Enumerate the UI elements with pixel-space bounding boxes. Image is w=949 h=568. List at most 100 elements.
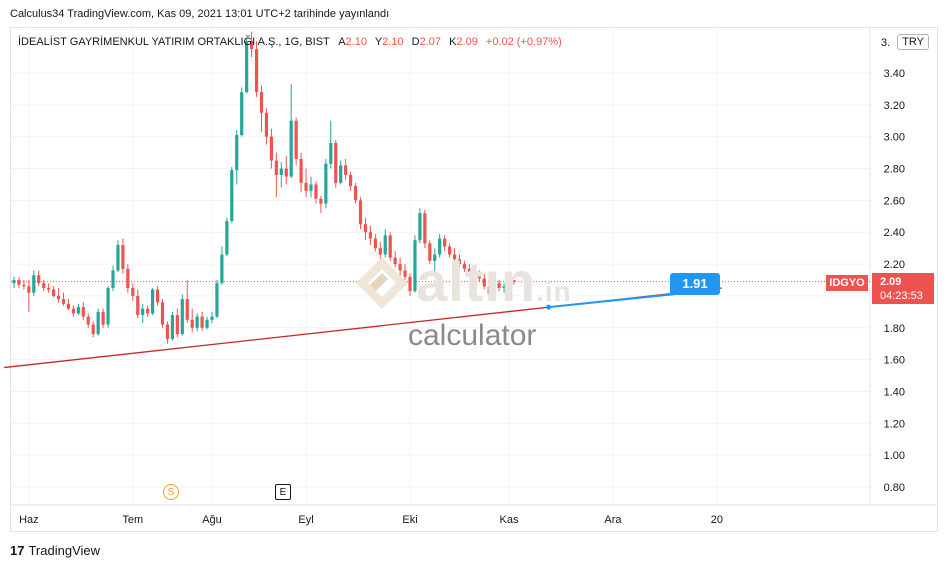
candle bbox=[175, 308, 179, 338]
candle bbox=[170, 311, 174, 341]
candle bbox=[230, 166, 234, 223]
candle-body bbox=[101, 311, 105, 325]
candle-body bbox=[353, 186, 358, 201]
legend-open-value: 2.10 bbox=[345, 36, 367, 48]
candle-body bbox=[269, 136, 273, 161]
candle-body bbox=[279, 168, 283, 175]
candle-body bbox=[497, 283, 501, 288]
candle bbox=[403, 264, 407, 280]
candle-body bbox=[42, 283, 46, 288]
candle bbox=[433, 248, 437, 273]
candle bbox=[443, 235, 447, 252]
candle bbox=[250, 31, 254, 58]
candle bbox=[136, 289, 140, 319]
candle-body bbox=[175, 315, 179, 335]
candle-body bbox=[22, 284, 26, 287]
candle-body bbox=[329, 143, 333, 164]
candle bbox=[86, 313, 90, 328]
tradingview-logo[interactable]: 17 TradingView bbox=[10, 543, 100, 558]
candle-body bbox=[428, 243, 432, 261]
x-tick-label: Kas bbox=[500, 514, 519, 526]
candle-body bbox=[487, 286, 491, 295]
candle-body bbox=[467, 268, 471, 273]
candle-body bbox=[151, 289, 155, 314]
candle bbox=[126, 264, 130, 293]
candle bbox=[418, 208, 422, 244]
candle-body bbox=[71, 308, 75, 314]
candle-body bbox=[91, 324, 95, 335]
earnings-event-icon[interactable]: E bbox=[275, 484, 291, 500]
candle-body bbox=[259, 92, 264, 113]
published-caption: Calculus34 TradingView.com, Kas 09, 2021… bbox=[10, 8, 390, 20]
candle bbox=[383, 229, 387, 258]
currency-badge[interactable]: TRY bbox=[897, 34, 929, 50]
candle bbox=[42, 280, 46, 292]
candle bbox=[240, 87, 244, 137]
candle-body bbox=[383, 235, 387, 255]
x-tick-label: Ağu bbox=[202, 514, 222, 526]
tradingview-logo-icon: 17 bbox=[10, 543, 25, 558]
candle-body bbox=[190, 319, 194, 328]
candle-body bbox=[165, 324, 170, 339]
last-price: 2.09 bbox=[880, 276, 902, 288]
candle bbox=[141, 303, 145, 323]
candle bbox=[254, 41, 259, 97]
candle-body bbox=[215, 283, 219, 317]
candle bbox=[378, 241, 382, 261]
candle-body bbox=[116, 244, 120, 271]
candle-body bbox=[492, 283, 496, 295]
candle bbox=[309, 176, 313, 198]
candle-body bbox=[294, 120, 298, 159]
candle bbox=[299, 152, 303, 193]
candle bbox=[220, 246, 224, 285]
candle bbox=[398, 257, 402, 276]
candle-body bbox=[289, 120, 293, 177]
candle-body bbox=[512, 280, 516, 282]
candle bbox=[27, 280, 31, 312]
candle bbox=[12, 276, 16, 288]
ticker-tag: IDGYO bbox=[826, 275, 868, 291]
y-tick-label: 2.20 bbox=[884, 259, 905, 271]
candle-body bbox=[423, 213, 427, 244]
legend-symbol[interactable]: İDEALİST GAYRİMENKUL YATIRIM ORTAKLIĞI A… bbox=[18, 36, 330, 48]
y-tick-label: 2.60 bbox=[884, 195, 905, 207]
candle bbox=[195, 313, 199, 331]
legend-change: +0.02 (+0.97%) bbox=[485, 36, 562, 48]
candle bbox=[438, 233, 442, 258]
candle bbox=[61, 292, 66, 306]
candle-body bbox=[443, 238, 447, 247]
y-tick-label: 1.00 bbox=[884, 450, 905, 462]
candle-body bbox=[309, 184, 313, 191]
y-tick-label-partial: 3. bbox=[881, 37, 890, 49]
candle bbox=[507, 280, 511, 290]
candle bbox=[17, 276, 21, 288]
candle bbox=[264, 108, 269, 145]
y-tick-label: 3.20 bbox=[884, 100, 905, 112]
candle bbox=[457, 254, 462, 268]
candle-body bbox=[12, 280, 16, 284]
candle bbox=[279, 162, 283, 188]
candle-body bbox=[299, 158, 303, 183]
candle bbox=[146, 305, 150, 317]
y-tick-label: 1.80 bbox=[884, 323, 905, 335]
candle-body bbox=[250, 41, 254, 50]
legend-close-value: 2.09 bbox=[456, 36, 478, 48]
candle bbox=[37, 270, 41, 287]
candle bbox=[324, 158, 328, 209]
candle bbox=[155, 286, 160, 306]
trendline-callout[interactable]: 1.91 bbox=[670, 273, 720, 295]
legend-open-label: A bbox=[338, 36, 346, 48]
legend-high-value: 2.10 bbox=[382, 36, 404, 48]
candle bbox=[329, 120, 333, 169]
candle-body bbox=[398, 264, 402, 271]
split-event-icon[interactable]: S bbox=[163, 484, 179, 500]
candle bbox=[423, 209, 427, 249]
x-tick-label: 20 bbox=[711, 514, 723, 526]
callout-anchor bbox=[546, 304, 552, 310]
candle-body bbox=[106, 287, 110, 325]
candle-body bbox=[17, 280, 21, 285]
candle bbox=[502, 283, 506, 293]
candle bbox=[349, 171, 353, 191]
candle-body bbox=[131, 287, 135, 296]
